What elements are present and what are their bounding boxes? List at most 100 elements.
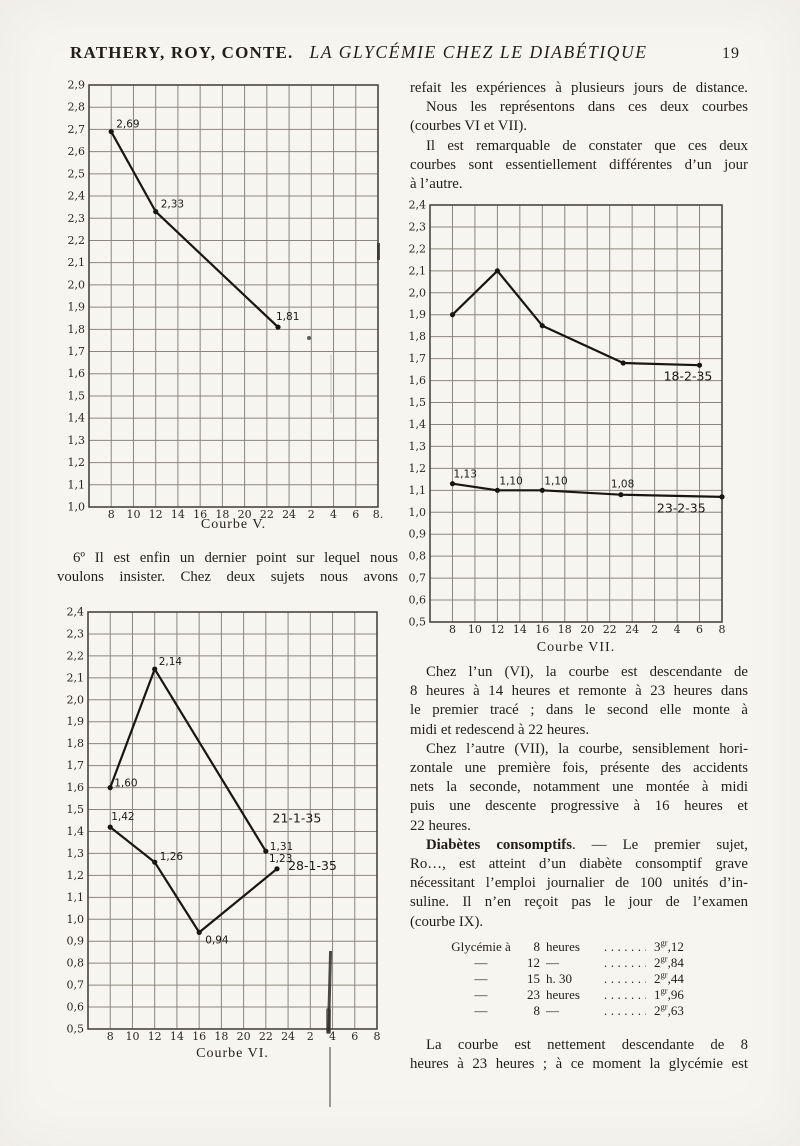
svg-text:1,13: 1,13 [454, 469, 477, 481]
left-column-paragraph: 6º Il est enfin un dernier point sur leq… [57, 549, 398, 587]
svg-text:2,8: 2,8 [68, 101, 86, 114]
svg-text:20: 20 [580, 623, 594, 636]
svg-text:24: 24 [282, 508, 296, 521]
svg-text:0,9: 0,9 [67, 935, 85, 948]
running-head: RATHERY, ROY, CONTE. LA GLYCÉMIE CHEZ LE… [70, 42, 648, 63]
right-column-discussion: Chez l’un (VI), la courbe est descendant… [410, 663, 748, 932]
svg-text:1,4: 1,4 [409, 418, 427, 431]
text-line: 6º Il est enfin un dernier point sur leq… [73, 550, 398, 566]
svg-text:1,5: 1,5 [409, 396, 427, 409]
row-hour-unit: h. 30 [546, 971, 572, 986]
svg-text:1,3: 1,3 [67, 847, 85, 860]
svg-text:8.: 8. [373, 508, 384, 521]
svg-text:1,26: 1,26 [160, 851, 184, 863]
right-column-closing: La courbe est nettement descendante de 8… [410, 1036, 748, 1074]
svg-text:1,8: 1,8 [409, 330, 427, 343]
svg-text:4: 4 [330, 508, 337, 521]
svg-text:2,0: 2,0 [409, 286, 427, 299]
svg-text:18: 18 [215, 508, 229, 521]
svg-text:2,69: 2,69 [116, 119, 139, 131]
svg-text:12: 12 [490, 623, 504, 636]
svg-text:6: 6 [352, 508, 359, 521]
row-value: 2gr,63 [654, 1001, 684, 1018]
row-prefix: — [474, 1003, 488, 1018]
svg-text:2,3: 2,3 [68, 212, 86, 225]
svg-text:2,4: 2,4 [67, 606, 85, 619]
svg-text:1,6: 1,6 [68, 367, 86, 380]
svg-text:14: 14 [170, 1030, 184, 1043]
svg-text:20: 20 [237, 1030, 251, 1043]
courbe-v-caption: Courbe V. [200, 517, 267, 532]
svg-text:2,2: 2,2 [67, 649, 85, 662]
text-line: (courbes VI et VII). [410, 118, 527, 135]
row-value: 2gr,84 [654, 953, 684, 970]
authors: RATHERY, ROY, CONTE. [70, 43, 294, 62]
svg-text:1,9: 1,9 [409, 308, 427, 321]
svg-text:1,9: 1,9 [67, 715, 85, 728]
text-line: à l’autre. [410, 176, 463, 193]
scan-artifact [377, 243, 380, 260]
svg-text:10: 10 [468, 623, 482, 636]
leader-dots: ............ [604, 971, 646, 986]
svg-text:0,8: 0,8 [409, 550, 427, 563]
svg-text:2,0: 2,0 [67, 693, 85, 706]
svg-text:2,1: 2,1 [67, 671, 85, 684]
svg-text:16: 16 [535, 623, 549, 636]
svg-text:1,3: 1,3 [68, 434, 86, 447]
text-line: Ro…, est atteint d’un diabète consomptif… [410, 856, 748, 873]
svg-text:1,31: 1,31 [270, 841, 293, 853]
row-hour: 15 [527, 971, 540, 986]
paragraph: Chez l’un (VI), la courbe est descendant… [410, 663, 748, 740]
svg-text:1,3: 1,3 [409, 440, 427, 453]
svg-text:1,1: 1,1 [67, 891, 85, 904]
leader-dots: ............ [604, 1003, 646, 1018]
svg-text:2,33: 2,33 [161, 199, 184, 211]
svg-text:2,14: 2,14 [159, 656, 183, 668]
svg-text:2,6: 2,6 [68, 145, 86, 158]
svg-text:1,7: 1,7 [67, 759, 85, 772]
svg-text:1,0: 1,0 [68, 501, 86, 514]
svg-text:12: 12 [149, 508, 163, 521]
svg-text:1,5: 1,5 [67, 803, 85, 816]
svg-text:22: 22 [603, 623, 617, 636]
svg-text:20: 20 [238, 508, 252, 521]
table-row: — 23 heures............ 1gr,96 [446, 986, 708, 1003]
svg-text:1,9: 1,9 [68, 301, 86, 314]
page-number: 19 [722, 45, 740, 62]
svg-text:6: 6 [696, 623, 703, 636]
text-line: midi et redescend à 22 heures. [410, 721, 590, 738]
row-prefix: Glycémie à [451, 939, 511, 954]
svg-text:0,8: 0,8 [67, 957, 85, 970]
paragraph: Il est remarquable de constater que ces … [410, 137, 748, 195]
svg-text:1,1: 1,1 [68, 478, 86, 491]
right-column-intro: refait les expériences à plusieurs jours… [410, 79, 748, 194]
svg-text:18: 18 [558, 623, 572, 636]
row-value: 3gr,12 [654, 937, 684, 954]
text-line: courbes sont essentiellement différentes… [410, 156, 748, 173]
text-line: Chez l’autre (VII), la courbe, sensiblem… [426, 740, 748, 757]
svg-text:2: 2 [308, 508, 315, 521]
row-hour: 8 [533, 1003, 541, 1018]
svg-text:14: 14 [513, 623, 527, 636]
text-line: Diabètes consomptifs. — Le premier sujet… [426, 836, 748, 853]
courbe-vii-caption: Courbe VII. [536, 640, 616, 655]
svg-text:1,8: 1,8 [68, 323, 86, 336]
svg-text:8: 8 [108, 508, 115, 521]
scan-artifact [330, 355, 332, 413]
row-prefix: — [474, 955, 488, 970]
svg-text:1,0: 1,0 [409, 506, 427, 519]
svg-text:1,4: 1,4 [67, 825, 85, 838]
svg-text:2,3: 2,3 [67, 627, 85, 640]
svg-text:1,0: 1,0 [67, 913, 85, 926]
svg-text:1,08: 1,08 [611, 479, 634, 491]
svg-text:6: 6 [351, 1030, 358, 1043]
text-line: suline. Il n’en reçoit pas le jour de l’… [410, 894, 748, 911]
svg-text:0,5: 0,5 [409, 616, 427, 629]
text-line: Chez l’un (VI), la courbe est descendant… [426, 664, 748, 680]
courbe-v-chart: 2,9 2,8 2,7 2,6 2,5 2,4 2,3 2,2 2,1 2,0 1,9 1,8 1,7 1… [53, 78, 389, 535]
svg-text:1,5: 1,5 [68, 389, 86, 402]
row-hour-unit: — [546, 1003, 559, 1018]
leader-dots: ............ [604, 939, 646, 954]
svg-text:16: 16 [192, 1030, 206, 1043]
paragraph: Nous les représentons dans ces deux cour… [410, 98, 748, 136]
